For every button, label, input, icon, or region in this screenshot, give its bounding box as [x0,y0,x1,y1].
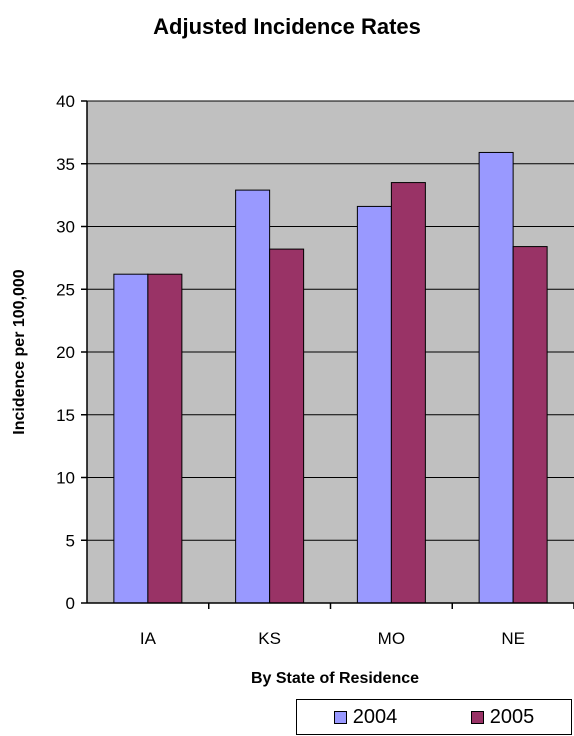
bar-ia-2004 [113,273,149,604]
legend-swatch-2004 [333,710,347,724]
legend-label-2005: 2005 [489,705,535,728]
y-axis-title: Incidence per 100,000 [11,269,28,435]
legend-item-2005: 2005 [470,705,535,729]
y-tick-label: 40 [56,92,75,111]
y-tick-label: 30 [56,218,75,237]
legend: 2004 2005 [296,699,572,735]
bar-ks-2004 [235,189,271,604]
legend-label-2004: 2004 [352,705,398,728]
chart-title: Adjusted Incidence Rates [153,14,421,39]
x-axis-title: By State of Residence [251,670,419,687]
legend-swatch-2005 [470,710,484,724]
y-tick-label: 20 [56,343,75,362]
x-tick-label-mo: MO [378,629,405,648]
bar-ne-2004 [478,151,514,604]
bar-chart: 0 5 10 15 20 25 30 35 40 IA KS MO NE Incidence per … [11,92,574,687]
bar-ks-2005 [269,248,305,604]
bars [113,151,548,604]
bar-ne-2005 [512,246,548,604]
x-tick-label-ks: KS [258,629,281,648]
y-tick-label: 25 [56,280,75,299]
y-tick-label: 0 [66,594,75,613]
y-tick-label: 10 [56,469,75,488]
y-tick-label: 15 [56,406,75,425]
bar-mo-2004 [356,205,392,604]
legend-item-2004: 2004 [333,705,398,729]
x-tick-label-ne: NE [501,629,525,648]
y-ticks: 0 5 10 15 20 25 30 35 40 [56,92,87,613]
y-tick-label: 35 [56,155,75,174]
bar-mo-2005 [390,182,426,604]
x-ticks: IA KS MO NE [140,603,574,648]
bar-ia-2005 [147,273,183,604]
x-tick-label-ia: IA [140,629,157,648]
y-tick-label: 5 [66,531,75,550]
